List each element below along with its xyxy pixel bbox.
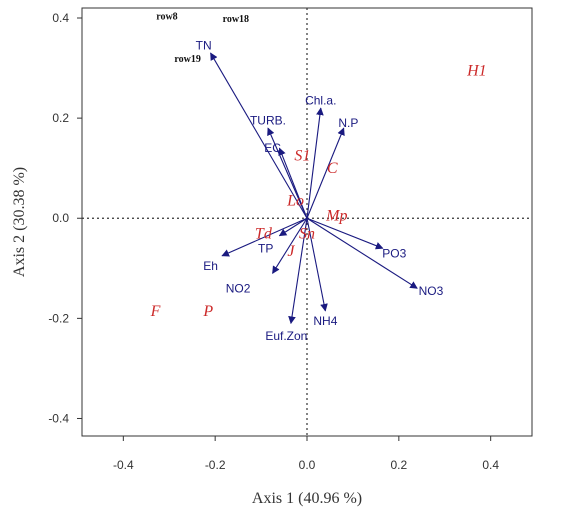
site-label: C — [327, 160, 338, 177]
y-axis-title: Axis 2 (30.38 %) — [11, 167, 28, 277]
vector-arrow — [288, 218, 308, 325]
site-label: Lo — [286, 193, 304, 210]
y-tick-label: -0.4 — [48, 411, 69, 425]
vector-label: NH4 — [313, 314, 337, 328]
vector-label: Euf.Zon — [265, 329, 307, 343]
vector-arrow — [210, 52, 308, 219]
x-axis-title: Axis 1 (40.96 %) — [252, 490, 362, 507]
site-label: F — [150, 303, 161, 320]
vector-arrow — [306, 107, 324, 219]
vector-arrow — [306, 217, 418, 289]
vector-arrow — [267, 127, 308, 219]
plot-frame — [81, 7, 533, 437]
y-tick-label: 0.4 — [52, 11, 69, 25]
vector-label: TURB. — [250, 114, 286, 128]
y-tick-label: 0.0 — [52, 211, 69, 225]
row-label: row8 — [156, 12, 177, 23]
row-label: row18 — [223, 14, 249, 25]
vector-arrow — [221, 217, 308, 257]
vector-arrow — [278, 217, 308, 237]
vector-arrow — [278, 147, 308, 219]
vector-label: NO2 — [226, 281, 251, 295]
vector-label: N.P — [338, 116, 358, 130]
x-tick-label: -0.4 — [113, 458, 134, 472]
site-label: H1 — [466, 63, 487, 80]
site-label: P — [202, 303, 213, 320]
x-tick-label: 0.2 — [390, 458, 407, 472]
x-tick-label: 0.0 — [299, 458, 316, 472]
vector-arrow — [306, 218, 328, 312]
vector-label: EC — [264, 141, 281, 155]
site-label: Td — [255, 225, 273, 242]
row-label: row19 — [174, 54, 200, 65]
vector-label: Chl.a. — [305, 94, 336, 108]
vector-arrow — [306, 217, 384, 250]
vector-arrow — [272, 217, 308, 274]
vector-arrow — [306, 127, 345, 219]
x-tick-label: 0.4 — [482, 458, 499, 472]
vector-label: TN — [196, 39, 212, 53]
vector-label: NO3 — [419, 284, 444, 298]
y-tick-label: -0.2 — [48, 311, 69, 325]
x-tick-label: -0.2 — [205, 458, 226, 472]
site-label: Sn — [299, 225, 315, 242]
y-tick-label: 0.2 — [52, 111, 69, 125]
vector-label: PO3 — [382, 246, 406, 260]
vector-label: Eh — [203, 259, 218, 273]
site-label: J — [287, 243, 295, 260]
site-label: Mp — [325, 208, 347, 225]
vector-label: TP — [258, 241, 273, 255]
site-label: S1 — [294, 148, 310, 165]
